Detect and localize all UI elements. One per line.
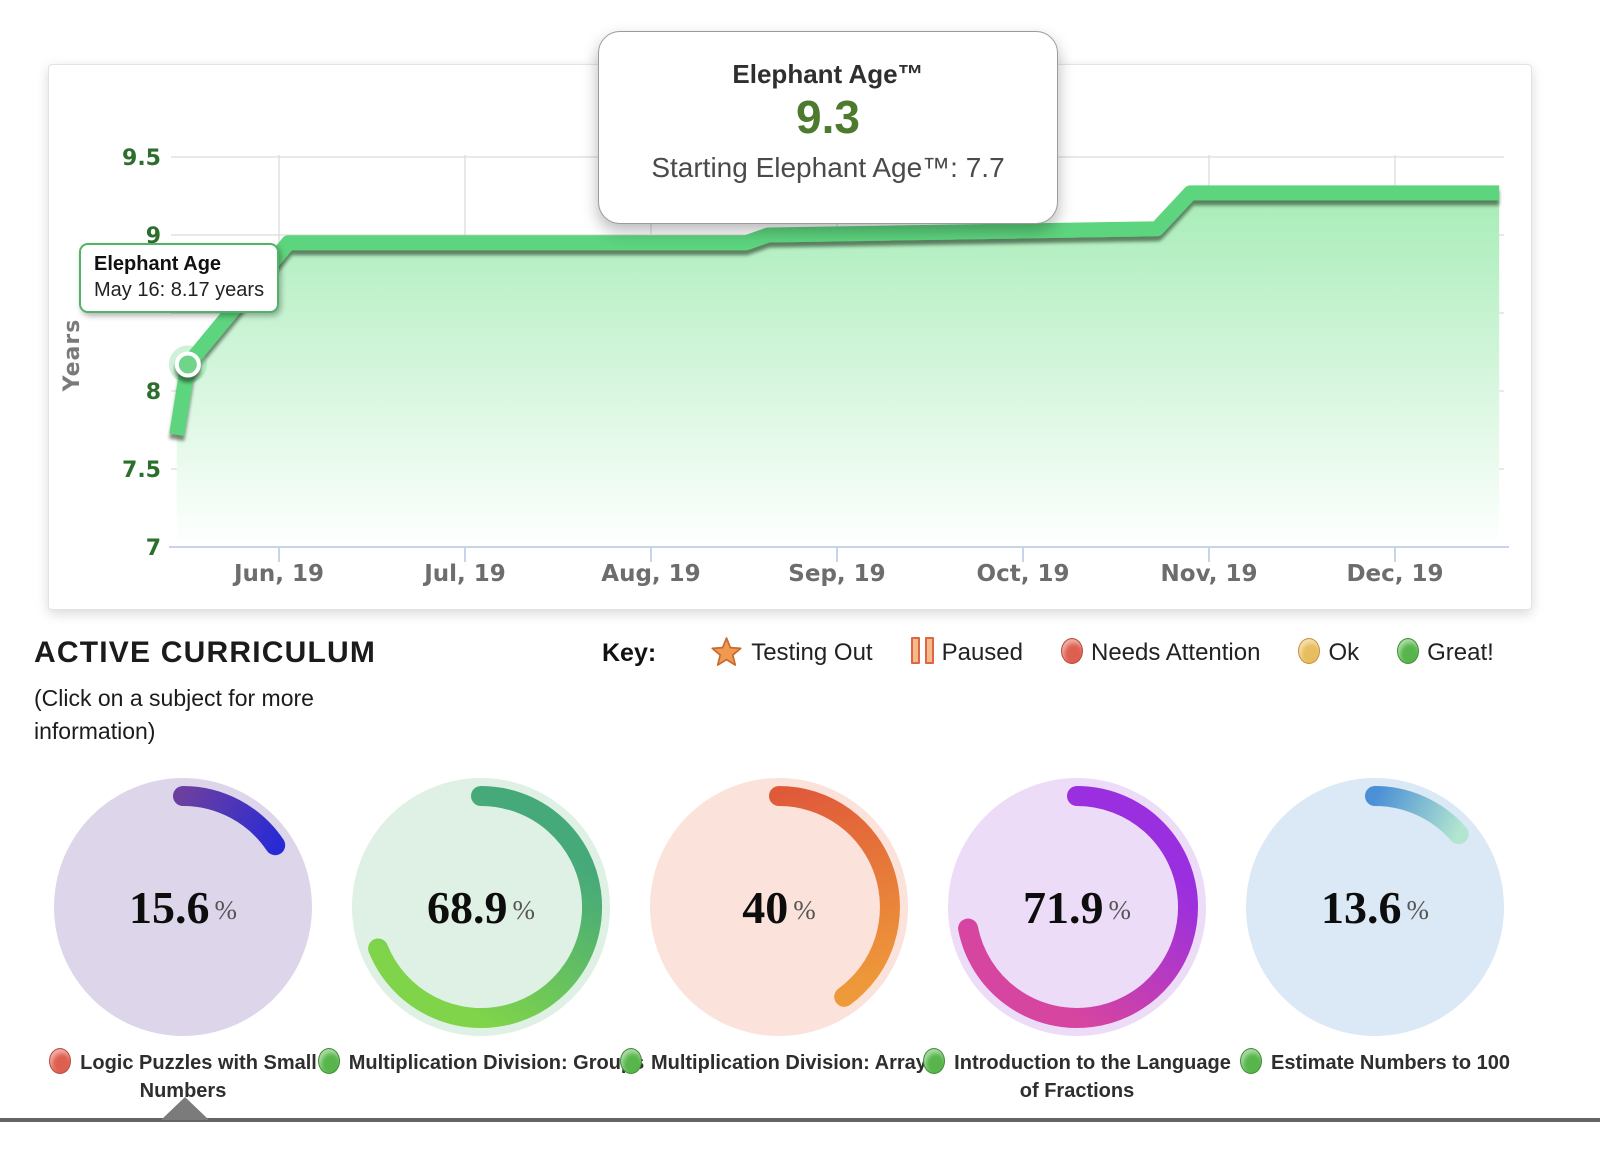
progress-donut: 68.9 %: [352, 778, 610, 1036]
svg-text:9: 9: [146, 224, 161, 249]
donut-ring: [1246, 778, 1504, 1036]
progress-donut: 40 %: [650, 778, 908, 1036]
selected-subject-pointer: [161, 1097, 209, 1120]
svg-text:Years: Years: [60, 319, 85, 393]
key-item-paused: Paused: [910, 637, 1023, 669]
subject-label: Multiplication Division: Arrays: [650, 1052, 939, 1074]
svg-text:Sep, 19: Sep, 19: [788, 561, 885, 587]
subject-introduction-language-of-fractions[interactable]: 71.9 % Introduction to the Language of F…: [923, 778, 1231, 1105]
summary-value: 9.3: [796, 91, 860, 143]
status-dot-icon: [1061, 637, 1083, 669]
svg-text:8: 8: [146, 380, 161, 405]
percent-value: 68.9: [427, 881, 508, 933]
status-dot-icon: [619, 1048, 642, 1074]
subject-label: Estimate Numbers to 100: [1271, 1052, 1510, 1074]
progress-donut: 71.9 %: [948, 778, 1206, 1036]
pause-icon: [910, 637, 934, 669]
subject-caption: Introduction to the Language of Fraction…: [912, 1048, 1242, 1105]
progress-donut: 15.6 %: [54, 778, 312, 1036]
key-item-label: Testing Out: [751, 639, 873, 666]
status-dot-icon: [317, 1048, 340, 1074]
summary-title: Elephant Age™: [732, 59, 924, 89]
svg-text:7: 7: [146, 536, 161, 561]
subject-caption: Logic Puzzles with Small Numbers: [18, 1048, 348, 1105]
subject-multiplication-division-arrays[interactable]: 40 % Multiplication Division: Arrays: [619, 778, 938, 1105]
subject-label: Logic Puzzles with Small Numbers: [80, 1052, 317, 1102]
subject-caption: Multiplication Division: Arrays: [614, 1048, 944, 1077]
svg-text:9.5: 9.5: [122, 146, 161, 171]
percent-value: 71.9: [1023, 881, 1104, 933]
status-dot-icon: [1240, 1048, 1262, 1074]
progress-donut: 13.6 %: [1246, 778, 1504, 1036]
subject-logic-puzzles-small-numbers[interactable]: 15.6 % Logic Puzzles with Small Numbers: [34, 778, 332, 1105]
status-dot-icon: [1298, 637, 1321, 669]
percent-sign: %: [1406, 894, 1430, 925]
subject-estimate-numbers-to-100[interactable]: 13.6 % Estimate Numbers to 100: [1226, 778, 1524, 1105]
svg-text:Nov, 19: Nov, 19: [1161, 561, 1258, 587]
donut-ring: [352, 778, 610, 1036]
svg-text:7.5: 7.5: [122, 458, 161, 483]
subjects-row: 15.6 % Logic Puzzles with Small Numbers …: [34, 778, 1524, 1105]
status-key: Key: Testing Out Paused Needs Attention …: [602, 637, 1494, 669]
svg-text:Jun, 19: Jun, 19: [232, 561, 324, 587]
svg-text:Jul, 19: Jul, 19: [422, 561, 506, 587]
svg-text:Oct, 19: Oct, 19: [977, 561, 1070, 587]
point-tooltip-title: Elephant Age: [94, 253, 222, 275]
subject-caption: Estimate Numbers to 100: [1210, 1048, 1540, 1077]
percent-sign: %: [1108, 894, 1132, 925]
status-dot-icon: [1397, 637, 1420, 669]
percent-complete: 68.9 %: [352, 778, 610, 1036]
key-item-needs-attention: Needs Attention: [1061, 637, 1261, 669]
svg-text:Dec, 19: Dec, 19: [1346, 561, 1443, 587]
percent-value: 13.6: [1321, 881, 1402, 933]
point-tooltip: Elephant Age May 16: 8.17 years: [79, 243, 280, 313]
percent-complete: 15.6 %: [54, 778, 312, 1036]
subject-caption: Multiplication Division: Groups: [316, 1048, 646, 1077]
percent-value: 15.6: [129, 881, 210, 933]
summary-subtitle: Starting Elephant Age™: 7.7: [651, 151, 1005, 183]
status-dot-icon: [49, 1048, 72, 1074]
active-curriculum-subheading: (Click on a subject for more information…: [34, 685, 314, 744]
svg-text:Aug, 19: Aug, 19: [601, 561, 700, 587]
donut-ring: [650, 778, 908, 1036]
key-item-testing-out: Testing Out: [710, 637, 873, 669]
donut-ring: [948, 778, 1206, 1036]
key-item-label: Needs Attention: [1091, 639, 1261, 666]
percent-sign: %: [793, 894, 816, 925]
subject-multiplication-division-groups[interactable]: 68.9 % Multiplication Division: Groups: [317, 778, 644, 1105]
percent-complete: 71.9 %: [948, 778, 1206, 1036]
status-dot-icon: [923, 1048, 946, 1074]
percent-sign: %: [512, 894, 536, 925]
percent-complete: 13.6 %: [1246, 778, 1504, 1036]
percent-sign: %: [214, 894, 238, 925]
key-item-label: Great!: [1427, 639, 1494, 666]
key-title: Key:: [602, 638, 657, 667]
subject-label: Multiplication Division: Groups: [348, 1052, 645, 1074]
key-item-label: Paused: [941, 639, 1023, 666]
percent-complete: 40 %: [650, 778, 908, 1036]
active-curriculum-heading: ACTIVE CURRICULUM: [34, 636, 377, 669]
key-item-ok: Ok: [1298, 637, 1360, 669]
star-icon: [710, 637, 743, 669]
subject-label: Introduction to the Language of Fraction…: [954, 1052, 1231, 1102]
point-tooltip-body: May 16: 8.17 years: [94, 279, 265, 301]
key-item-great: Great!: [1397, 637, 1494, 669]
key-item-label: Ok: [1328, 639, 1360, 666]
percent-value: 40: [742, 881, 789, 933]
elephant-age-summary-card: Elephant Age™ 9.3 Starting Elephant Age™…: [598, 31, 1058, 224]
donut-ring: [54, 778, 312, 1036]
bottom-divider: [0, 1118, 1600, 1122]
